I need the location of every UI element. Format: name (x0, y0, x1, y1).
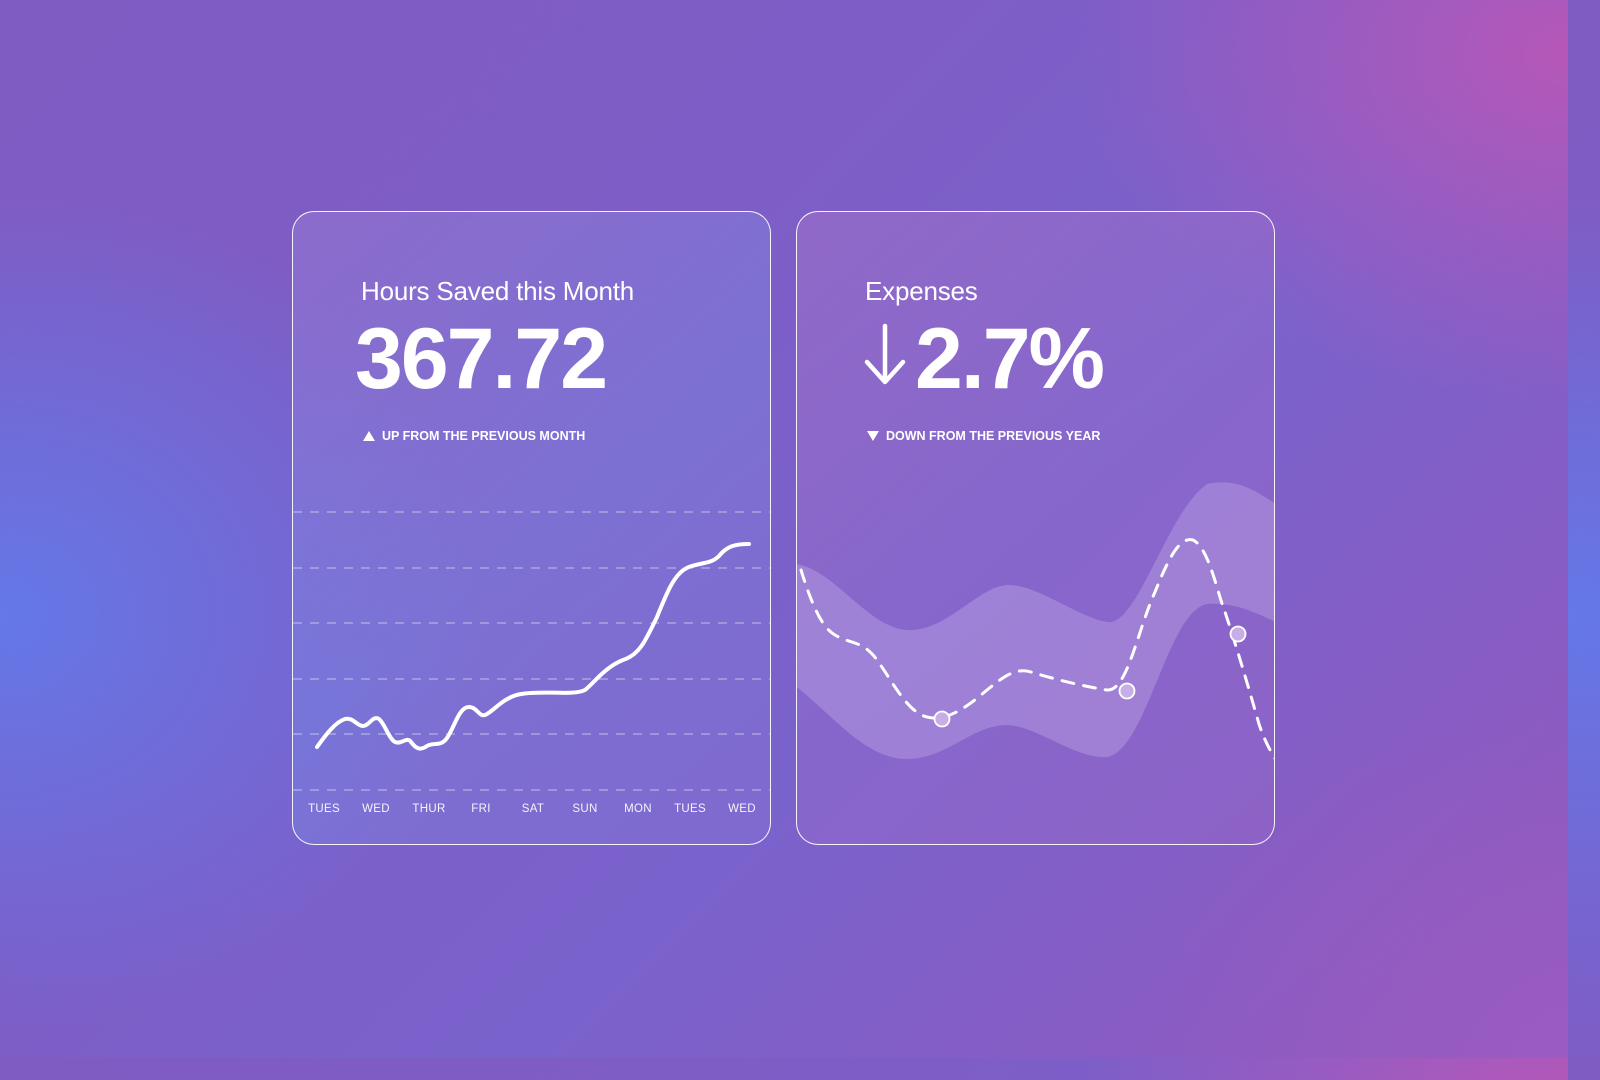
x-label: FRI (471, 803, 491, 815)
confidence-band (797, 482, 1274, 759)
expenses-value: 2.7% (863, 311, 1105, 407)
trend-caption-text: UP FROM THE PREVIOUS MONTH (382, 429, 586, 443)
x-label: SUN (572, 803, 598, 815)
trend-caption-text: DOWN FROM THE PREVIOUS YEAR (886, 429, 1101, 443)
data-point-marker[interactable] (1118, 682, 1136, 700)
triangle-up-icon (363, 431, 375, 441)
hours-saved-card: Hours Saved this Month 367.72 UP FROM TH… (292, 211, 771, 845)
metric-value: 367.72 (355, 311, 608, 407)
data-point-marker[interactable] (1229, 625, 1247, 643)
x-label: MON (624, 803, 652, 815)
x-label: TUES (308, 803, 340, 815)
expenses-area-chart (797, 482, 1274, 760)
down-arrow-icon (863, 316, 907, 402)
card-title: Hours Saved this Month (361, 276, 635, 306)
hours-saved-value: 367.72 (355, 311, 608, 407)
expenses-card: Expenses 2.7% DOWN FROM THE PREVIOUS YEA… (796, 211, 1275, 845)
trend-caption: UP FROM THE PREVIOUS MONTH (363, 429, 585, 443)
x-label: THUR (412, 803, 446, 815)
x-label: SAT (521, 803, 545, 815)
gridlines (293, 511, 770, 791)
triangle-down-icon (867, 431, 879, 441)
hours-saved-line (315, 542, 751, 751)
x-label: WED (362, 803, 390, 815)
card-title: Expenses (865, 276, 978, 306)
hours-line-chart (293, 511, 770, 791)
x-label: WED (728, 803, 756, 815)
expenses-dashed-line (799, 538, 1274, 760)
data-point-marker[interactable] (933, 710, 951, 728)
x-axis-labels: TUES WED THUR FRI SAT SUN MON TUES WED (293, 803, 770, 819)
trend-caption: DOWN FROM THE PREVIOUS YEAR (867, 429, 1100, 443)
x-label: TUES (674, 803, 706, 815)
metric-value: 2.7% (915, 311, 1105, 407)
